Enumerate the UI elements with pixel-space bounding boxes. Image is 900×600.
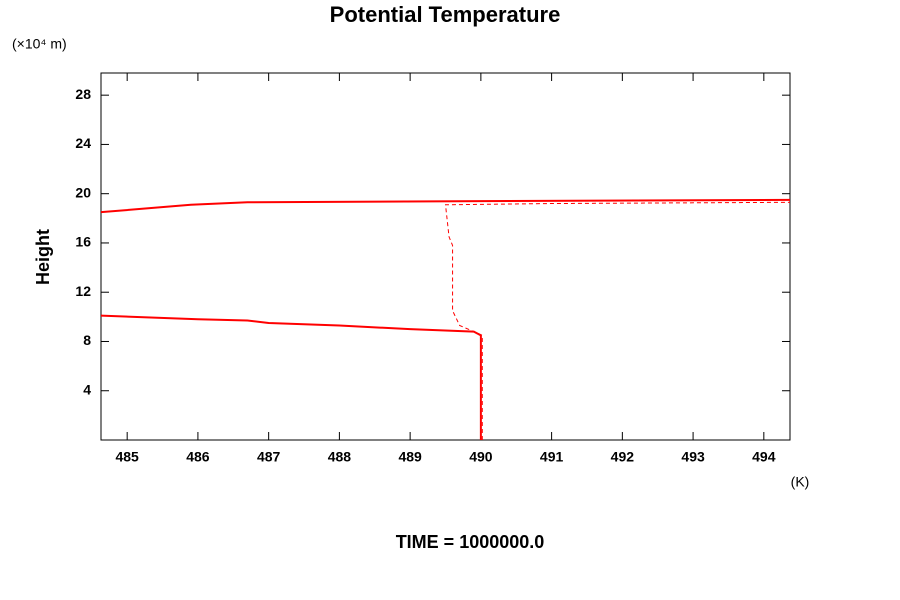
y-tick-label: 24 (75, 135, 91, 151)
y-tick-label: 28 (75, 86, 91, 102)
y-unit: (×10⁴ m) (12, 36, 67, 52)
plot-frame (100, 72, 791, 441)
x-tick-label: 494 (752, 449, 776, 465)
y-tick-label: 16 (75, 234, 91, 250)
x-tick-label: 493 (681, 449, 705, 465)
y-tick-label: 4 (83, 381, 91, 397)
x-tick-label: 489 (398, 449, 422, 465)
footer: TIME = 1000000.0 (396, 532, 545, 552)
y-tick-label: 20 (75, 184, 91, 200)
x-tick-label: 491 (540, 449, 564, 465)
y-tick-label: 8 (83, 332, 91, 348)
data-line (444, 201, 790, 440)
x-tick-label: 485 (115, 449, 139, 465)
x-tick-label: 487 (257, 449, 281, 465)
x-tick-label: 490 (469, 449, 493, 465)
x-tick-label: 486 (186, 449, 210, 465)
y-axis-label: Height (33, 229, 53, 285)
x-unit: (K) (791, 474, 810, 490)
y-tick-label: 12 (75, 283, 91, 299)
x-tick-label: 492 (611, 449, 635, 465)
data-line (101, 198, 790, 440)
x-tick-label: 488 (328, 449, 352, 465)
chart-title: Potential Temperature (330, 2, 561, 27)
